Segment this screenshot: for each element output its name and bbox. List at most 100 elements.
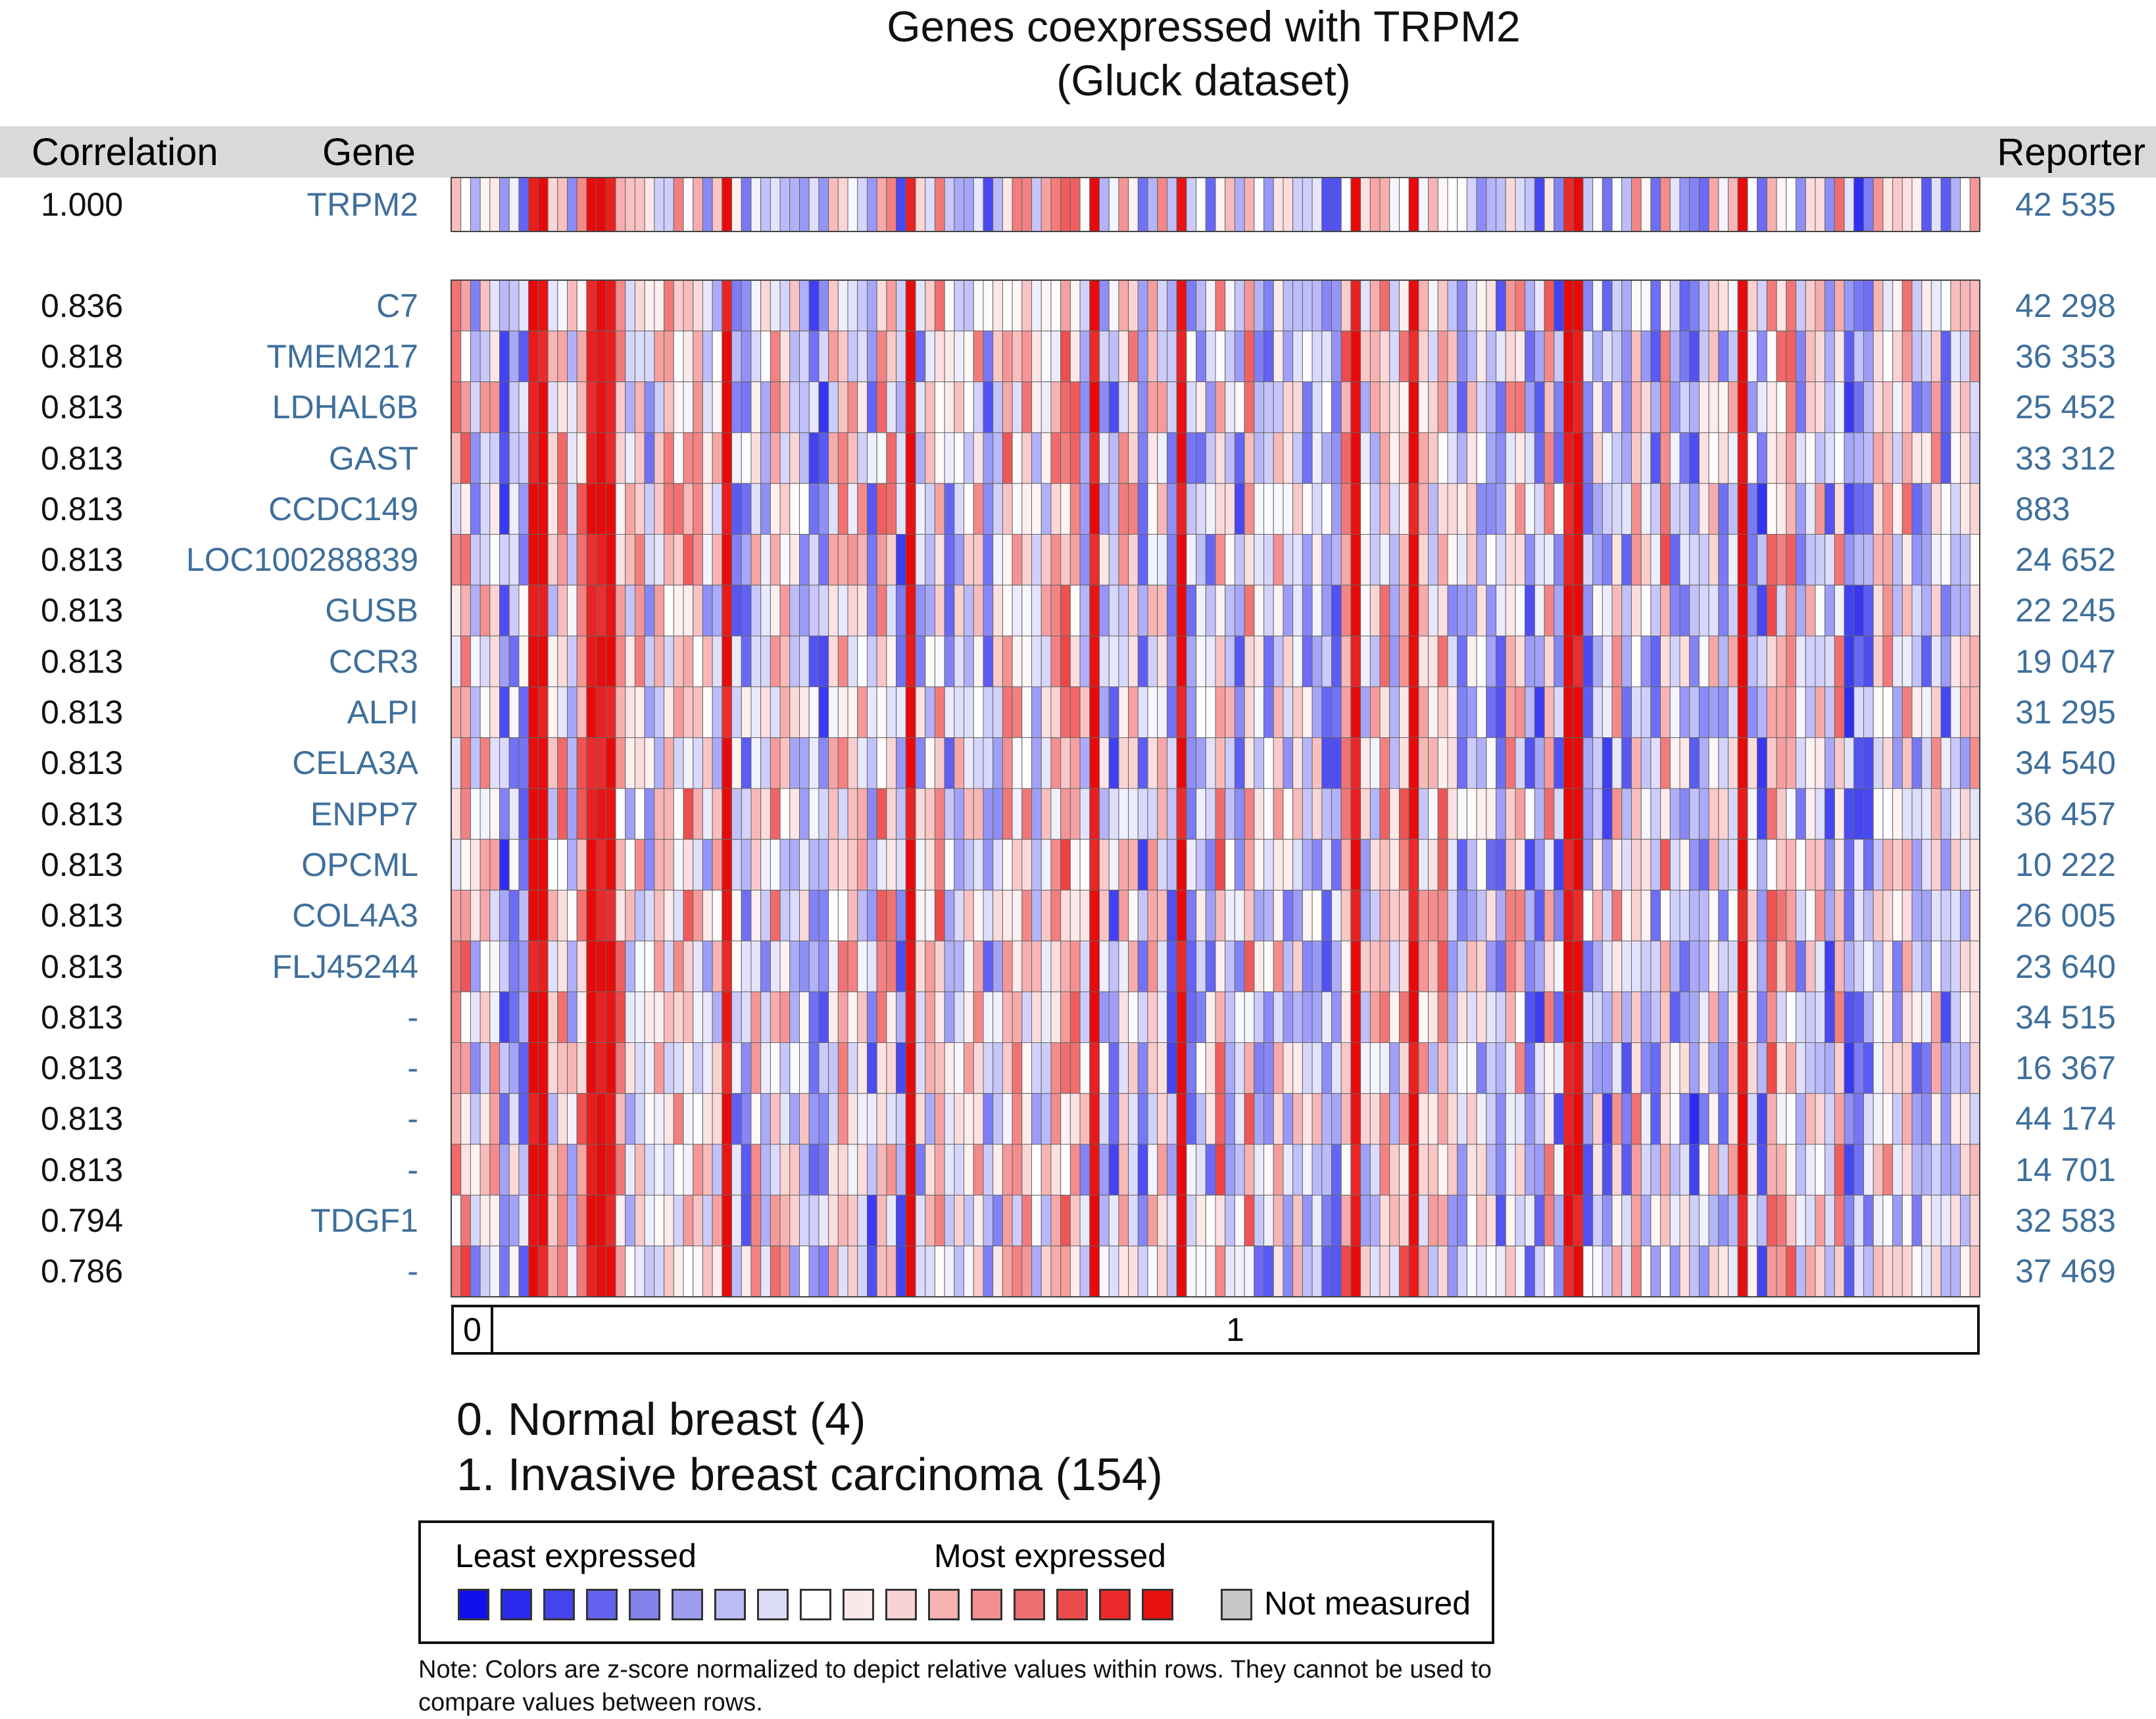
heatmap-cell [973,1144,984,1196]
heatmap-cell [1960,991,1971,1043]
heatmap-cell [1805,788,1816,840]
heatmap-cell [1844,940,1855,992]
heatmap-cell [1901,940,1913,992]
heatmap-cell [451,1194,462,1247]
heatmap-cell [1882,483,1894,535]
heatmap-cell [654,330,665,383]
heatmap-cell [557,686,568,738]
heatmap-cell-query [586,177,597,232]
heatmap-cell [944,585,955,637]
heatmap-cell [1486,330,1497,383]
heatmap-cell [1166,330,1177,383]
heatmap-cell [847,1042,858,1094]
heatmap-cell [1340,585,1352,637]
heatmap-cell [1418,737,1429,789]
heatmap-cell [1050,1093,1062,1145]
heatmap-cell [1147,330,1158,383]
heatmap-cell [1215,381,1226,433]
heatmap-cell [876,1093,887,1145]
heatmap-cell [808,432,820,484]
heatmap-cell [634,940,645,992]
heatmap-cell [1069,1093,1081,1145]
heatmap-cell [451,940,462,992]
heatmap-cell [586,991,597,1043]
heatmap-cell [1234,686,1245,738]
heatmap-cell [1602,1194,1613,1247]
heatmap-cell [1360,686,1371,738]
heatmap-cell [1505,483,1516,535]
heatmap-cell [731,1093,742,1145]
heatmap-cell [1254,483,1265,535]
heatmap-cell [1602,534,1613,586]
heatmap-cell [1137,381,1148,433]
heatmap-cell [1418,534,1429,586]
heatmap-cell-query [644,177,655,232]
heatmap-cell [451,432,462,484]
heatmap-cell [1002,940,1013,992]
legend-swatch [1099,1589,1131,1620]
heatmap-cell [1215,838,1226,891]
heatmap-cell [1757,1194,1767,1247]
heatmap-cell [557,788,568,840]
heatmap-cell [1592,381,1603,433]
heatmap-cell [964,483,974,535]
heatmap-cell [460,432,471,484]
heatmap-cell [615,1042,626,1094]
heatmap-cell [905,279,916,331]
heatmap-cell [1892,432,1903,484]
heatmap-cell [954,585,965,637]
heatmap-cell [1766,585,1777,637]
heatmap-cell [992,940,1003,992]
heatmap-cell [837,737,848,789]
heatmap-cell [1873,1246,1884,1297]
heatmap-cell [1544,534,1555,586]
heatmap-cell [1640,788,1652,840]
heatmap-cell-query [1263,177,1274,232]
heatmap-cell [576,940,587,992]
heatmap-cell [722,635,733,687]
heatmap-cell [1728,890,1738,942]
heatmap-cell [828,330,839,383]
heatmap-cell [1592,737,1603,789]
heatmap-cell [1079,381,1090,433]
heatmap-cell [1379,890,1390,942]
heatmap-cell [992,635,1003,687]
heatmap [451,177,1980,1297]
heatmap-cell [634,838,645,891]
heatmap-cell [1321,890,1333,942]
heatmap-cell [1069,1144,1081,1196]
legend-swatch [1056,1589,1088,1620]
heatmap-cell [625,1042,635,1094]
heatmap-cell [915,1194,926,1247]
heatmap-cell [615,737,626,789]
heatmap-cell [1747,890,1758,942]
heatmap-cell [1398,1042,1409,1094]
heatmap-cell [1263,1194,1274,1247]
heatmap-cell [625,381,635,433]
heatmap-cell [1669,940,1680,992]
heatmap-cell [1428,381,1438,433]
heatmap-cell [964,585,974,637]
heatmap-cell [1147,381,1158,433]
heatmap-cell [1186,890,1197,942]
heatmap-cell [1844,991,1855,1043]
heatmap-cell [576,1194,587,1247]
heatmap-cell [1708,991,1719,1043]
heatmap-cell [1515,1144,1526,1196]
heatmap-cell [886,788,897,840]
heatmap-cell [596,381,606,433]
heatmap-cell [876,788,887,840]
heatmap-cell [664,737,674,789]
heatmap-cell [451,1042,462,1094]
heatmap-cell [896,1042,906,1094]
heatmap-cell [528,330,539,383]
heatmap-cell [1901,991,1913,1043]
heatmap-cell [905,381,916,433]
heatmap-cell [1389,432,1400,484]
heatmap-cell [1718,1042,1729,1094]
heatmap-cell [1408,1194,1419,1247]
legend-swatch [672,1589,703,1620]
heatmap-cell [1360,1144,1371,1196]
heatmap-cell [1360,585,1371,637]
heatmap-cell [1486,940,1497,992]
